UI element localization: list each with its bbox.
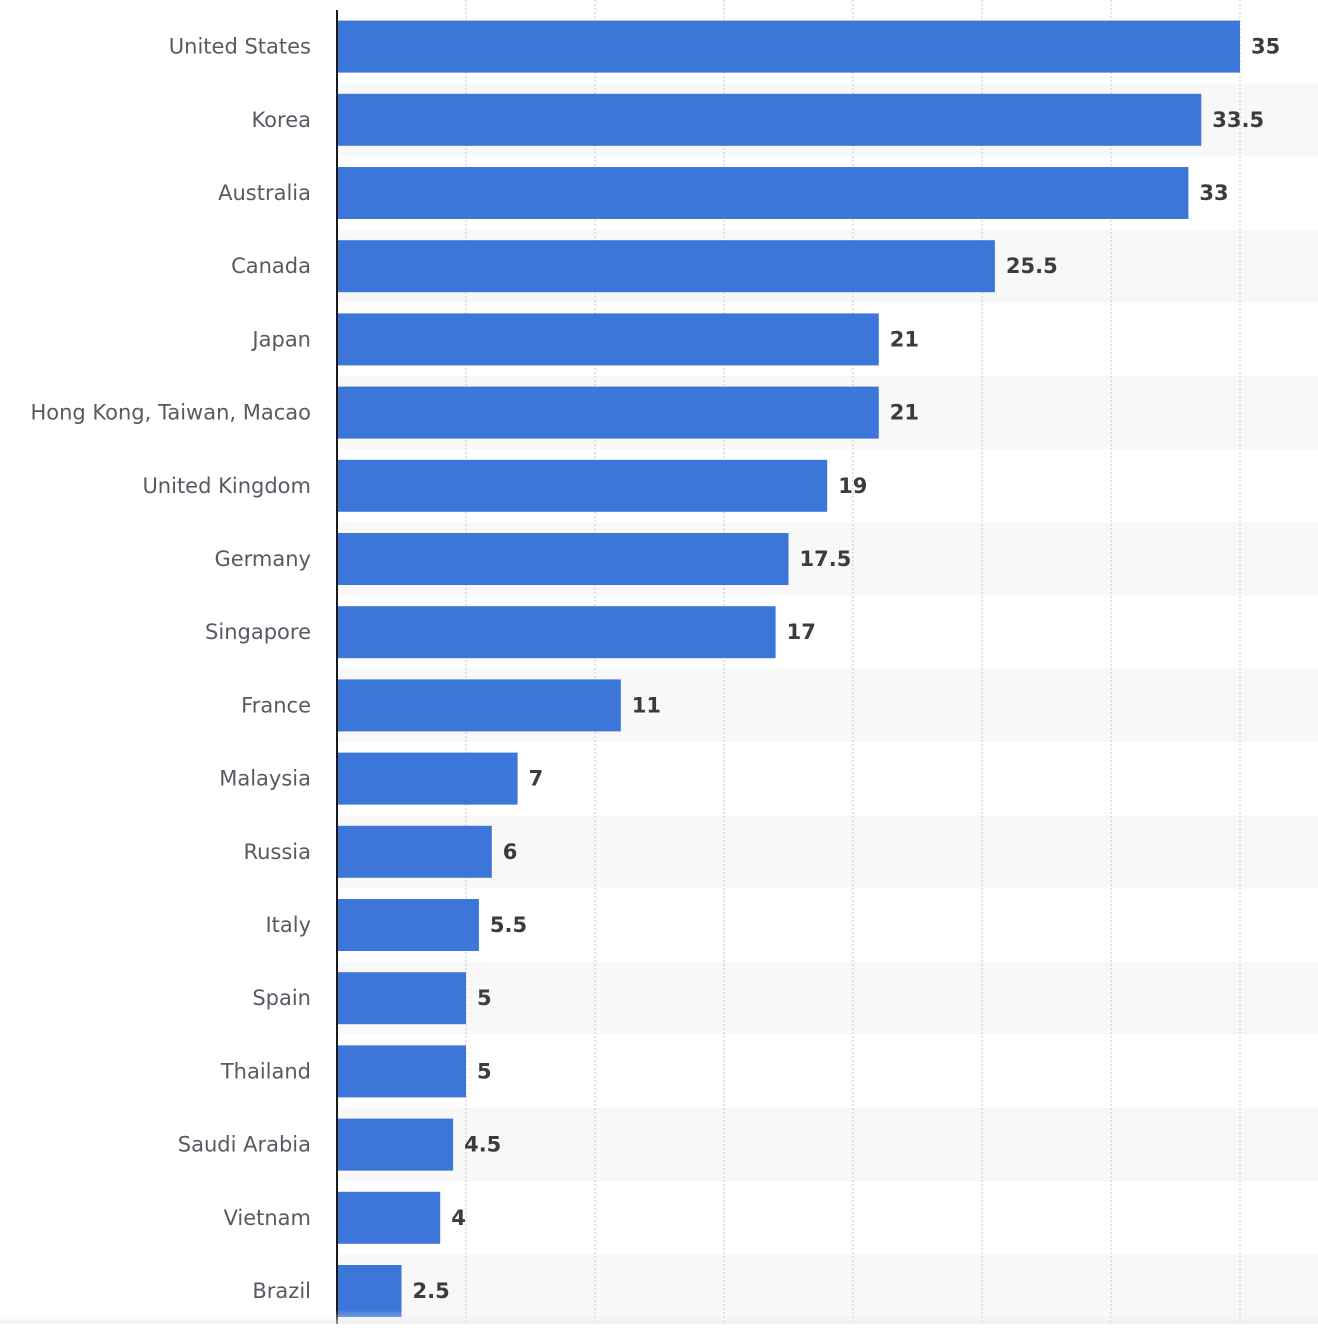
category-label: Hong Kong, Taiwan, Macao [30,401,311,425]
category-label: Malaysia [219,767,311,791]
category-label: Spain [252,986,311,1010]
bar [337,386,879,439]
data-label: 5 [477,1059,492,1083]
data-label: 33 [1199,181,1228,205]
category-label: United States [169,35,311,59]
data-label: 7 [529,767,544,791]
bars [337,20,1240,1317]
bar [337,606,776,659]
data-label: 21 [890,401,919,425]
data-label: 17.5 [800,547,852,571]
data-label: 2.5 [413,1279,450,1303]
data-label: 25.5 [1006,254,1058,278]
bar [337,1265,402,1317]
data-label: 5.5 [490,913,527,937]
gridlines [465,0,1241,1324]
bar [337,533,789,585]
category-label: Brazil [252,1279,311,1303]
row-stripe [337,1108,1318,1182]
category-label: Thailand [220,1059,311,1083]
bar [337,167,1189,219]
bottom-fade [0,1310,1318,1324]
category-label: Canada [231,254,311,278]
category-label: Germany [214,547,311,571]
bar [337,1118,454,1171]
data-label: 17 [787,620,816,644]
bar [337,20,1240,73]
category-label: Singapore [205,620,311,644]
bar [337,899,479,951]
bar [337,679,621,732]
bar [337,752,518,805]
data-label: 5 [477,986,492,1010]
category-label: France [241,693,311,717]
bar [337,313,879,366]
data-label: 4 [451,1206,466,1230]
category-label: Saudi Arabia [178,1133,311,1157]
category-label: Australia [218,181,311,205]
bar [337,459,828,512]
data-label: 33.5 [1212,108,1264,132]
category-label: Japan [250,327,311,351]
row-stripe [337,815,1318,889]
data-label: 4.5 [464,1133,501,1157]
category-label: Korea [251,108,311,132]
category-labels: United States Korea Australia Canada Japan Ho… [30,35,311,1303]
bar [337,1191,441,1244]
category-label: Italy [265,913,311,937]
category-label: Vietnam [223,1206,311,1230]
data-label: 6 [503,840,518,864]
data-label: 19 [838,474,867,498]
bar [337,240,995,293]
row-stripe [337,961,1318,1035]
data-label: 21 [890,327,919,351]
bar [337,93,1202,146]
category-label: Russia [243,840,311,864]
bar [337,972,466,1025]
category-label: United Kingdom [142,474,311,498]
bar [337,825,492,878]
bar [337,1045,466,1098]
data-label: 11 [632,693,661,717]
value-labels: 35 33.5 33 25.5 21 21 19 17.5 17 11 7 6 5.5 5 5 4.5 4 2.5 [413,35,1281,1303]
data-label: 35 [1251,35,1280,59]
